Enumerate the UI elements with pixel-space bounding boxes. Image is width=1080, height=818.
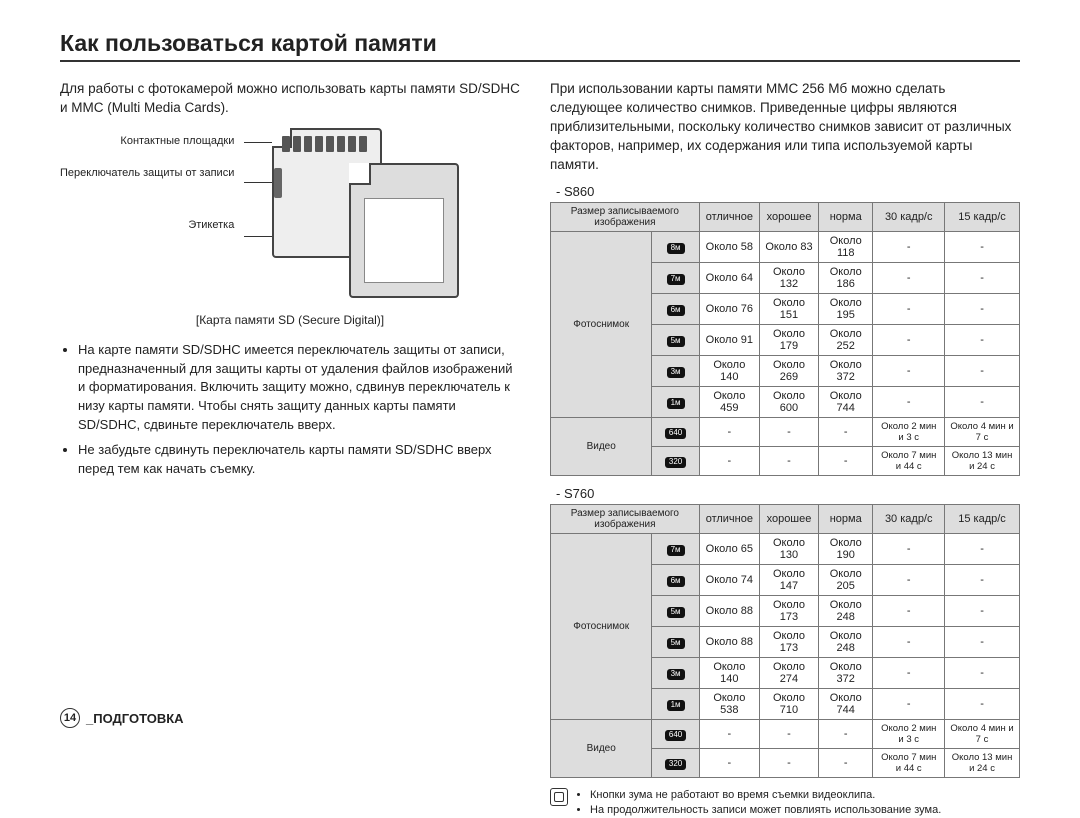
sd-caption: [Карта памяти SD (Secure Digital)] bbox=[60, 313, 520, 327]
left-bullets: На карте памяти SD/SDHC имеется переключ… bbox=[60, 341, 520, 479]
page-number: 14 bbox=[60, 708, 80, 728]
sd-figure bbox=[244, 128, 444, 303]
model-s760-label: - S760 bbox=[556, 486, 1020, 501]
footnote-item: Кнопки зума не работают во время съемки … bbox=[590, 788, 1020, 803]
write-protect-switch-icon bbox=[274, 168, 282, 198]
footer-section: _ПОДГОТОВКА bbox=[86, 711, 184, 726]
footnote-item: На продолжительность записи может повлия… bbox=[590, 803, 1020, 818]
table-s860: Размер записываемого изображенияотличное… bbox=[550, 202, 1020, 476]
bullet-item: Не забудьте сдвинуть переключатель карты… bbox=[78, 441, 520, 479]
right-column: При использовании карты памяти MMC 256 М… bbox=[550, 80, 1020, 818]
right-intro: При использовании карты памяти MMC 256 М… bbox=[550, 80, 1020, 174]
bullet-item: На карте памяти SD/SDHC имеется переключ… bbox=[78, 341, 520, 435]
diagram-labels: Контактные площадки Переключатель защиты… bbox=[60, 128, 234, 233]
note-icon bbox=[550, 788, 568, 806]
table-s760: Размер записываемого изображенияотличное… bbox=[550, 504, 1020, 778]
label-etiketka: Этикетка bbox=[60, 218, 234, 232]
sd-diagram: Контактные площадки Переключатель защиты… bbox=[60, 128, 520, 303]
page-footer: 14 _ПОДГОТОВКА bbox=[60, 708, 184, 728]
left-intro: Для работы с фотокамерой можно использов… bbox=[60, 80, 520, 118]
label-switch: Переключатель защиты от записи bbox=[60, 166, 234, 180]
contacts-icon bbox=[282, 136, 367, 152]
model-s860-label: - S860 bbox=[556, 184, 1020, 199]
footnotes: Кнопки зума не работают во время съемки … bbox=[550, 788, 1020, 818]
page-title: Как пользоваться картой памяти bbox=[60, 30, 1020, 62]
label-contacts: Контактные площадки bbox=[60, 134, 234, 148]
content-columns: Для работы с фотокамерой можно использов… bbox=[60, 80, 1020, 818]
label-area-icon bbox=[364, 198, 444, 283]
